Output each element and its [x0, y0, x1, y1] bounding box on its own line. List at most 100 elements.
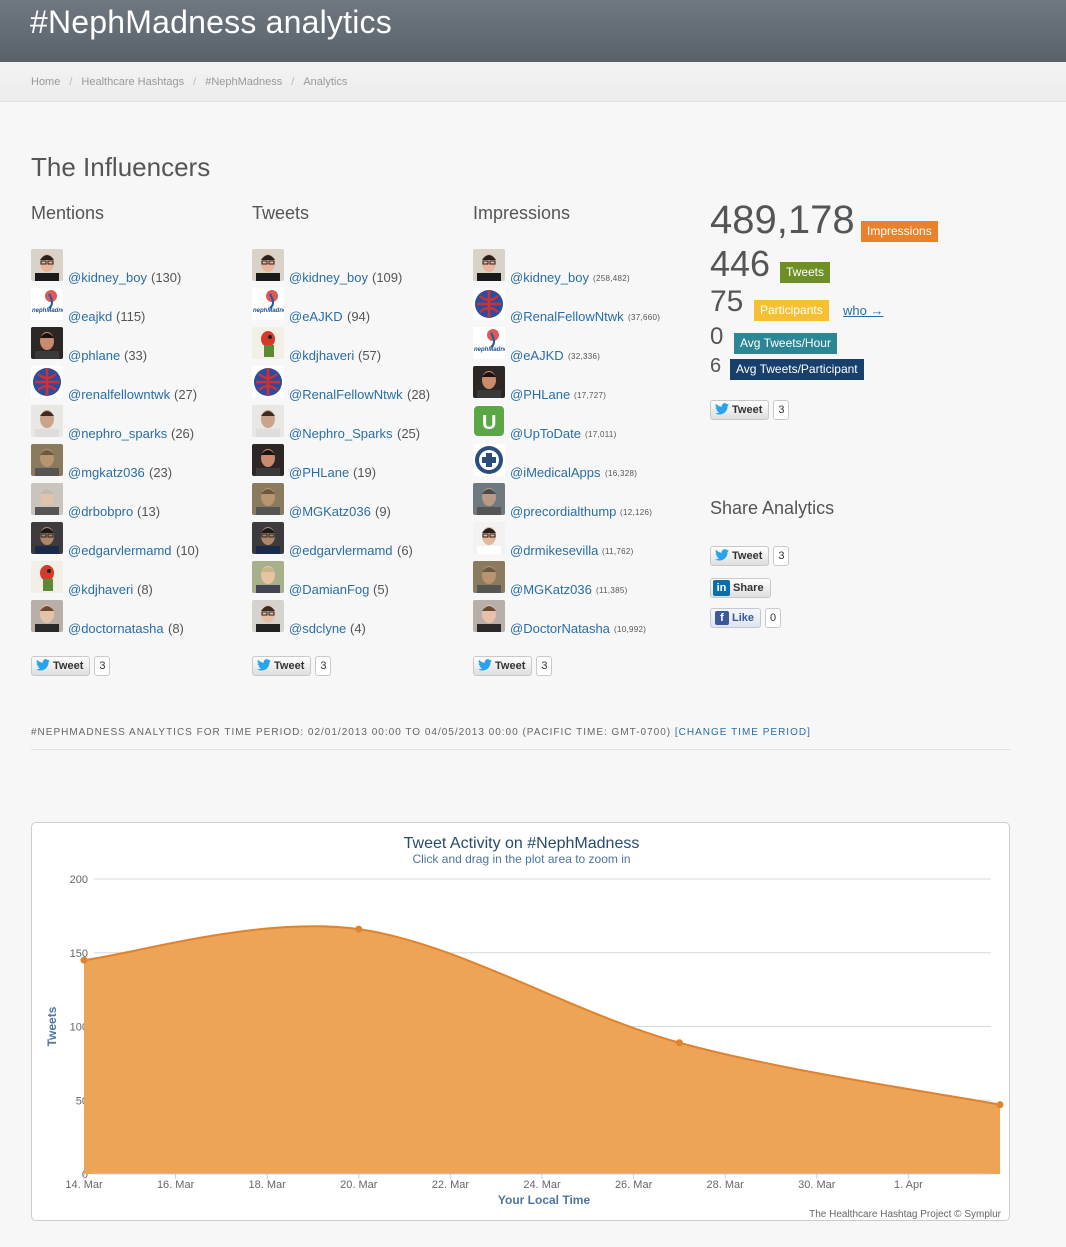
- breadcrumb-home[interactable]: Home: [31, 76, 61, 88]
- avatar[interactable]: [31, 405, 63, 437]
- avatar[interactable]: nephMadness: [31, 288, 63, 320]
- influencer-link[interactable]: @mgkatz036: [68, 465, 145, 480]
- tweet-button[interactable]: Tweet: [252, 656, 312, 676]
- influencer-link[interactable]: @drmikesevilla: [510, 543, 599, 558]
- avatar[interactable]: [473, 444, 505, 476]
- influencer-link[interactable]: @edgarvlermamd: [68, 543, 172, 558]
- tweets-badge: Tweets: [780, 262, 831, 283]
- share-tweet-widget[interactable]: Tweet 3: [710, 546, 790, 566]
- avatar[interactable]: [252, 561, 284, 593]
- influencer-count: (28): [407, 387, 431, 402]
- influencer-link[interactable]: @kdjhaveri: [68, 582, 134, 597]
- avatar[interactable]: [473, 522, 505, 554]
- divider: [31, 749, 1011, 750]
- influencer-link[interactable]: @PHLane: [289, 465, 350, 480]
- influencer-count: (26): [171, 426, 195, 441]
- influencer-link[interactable]: @eajkd: [68, 309, 113, 324]
- avatar[interactable]: [473, 366, 505, 398]
- influencer-row: @kidney_boy (130): [31, 249, 241, 288]
- influencer-link[interactable]: @kidney_boy: [68, 270, 147, 285]
- mentions-tweet-widget[interactable]: Tweet 3: [31, 656, 111, 676]
- breadcrumb-healthcare-hashtags[interactable]: Healthcare Hashtags: [81, 76, 185, 88]
- influencer-link[interactable]: @nephro_sparks: [68, 426, 168, 441]
- influencer-link[interactable]: @iMedicalApps: [510, 465, 601, 480]
- avatar[interactable]: [31, 600, 63, 632]
- avatar[interactable]: [252, 600, 284, 632]
- avatar[interactable]: [252, 366, 284, 398]
- time-period-text: #NephMadness analytics for time period: …: [31, 727, 811, 738]
- avatar[interactable]: [252, 327, 284, 359]
- avatar[interactable]: U: [473, 405, 505, 437]
- twitter-bird-icon: [715, 402, 729, 418]
- influencer-link[interactable]: @UpToDate: [510, 426, 582, 441]
- influencer-link[interactable]: @kdjhaveri: [289, 348, 355, 363]
- avatar[interactable]: [473, 288, 505, 320]
- influencer-link[interactable]: @kidney_boy: [510, 270, 589, 285]
- avatar[interactable]: [31, 483, 63, 515]
- impressions-tweet-widget[interactable]: Tweet 3: [473, 656, 553, 676]
- avatar[interactable]: [252, 405, 284, 437]
- tweets-tweet-widget[interactable]: Tweet 3: [252, 656, 332, 676]
- avatar[interactable]: [31, 444, 63, 476]
- influencer-row: @RenalFellowNtwk (28): [252, 366, 462, 405]
- influencer-count: (4): [350, 621, 366, 636]
- tweet-button[interactable]: Tweet: [31, 656, 91, 676]
- who-link[interactable]: who →: [843, 303, 884, 318]
- influencer-link[interactable]: @phlane: [68, 348, 121, 363]
- linkedin-share-widget[interactable]: in Share: [710, 578, 771, 598]
- avatar[interactable]: [473, 561, 505, 593]
- avatar[interactable]: [31, 327, 63, 359]
- influencer-link[interactable]: @PHLane: [510, 387, 571, 402]
- influencer-link[interactable]: @eAJKD: [289, 309, 343, 324]
- influencer-link[interactable]: @renalfellowntwk: [68, 387, 171, 402]
- avg-hour-badge: Avg Tweets/Hour: [734, 333, 837, 354]
- avatar[interactable]: [252, 522, 284, 554]
- influencer-row: @kidney_boy (258,482): [473, 249, 683, 288]
- influencer-link[interactable]: @DoctorNatasha: [510, 621, 610, 636]
- influencer-count: (16,328): [605, 469, 638, 478]
- avatar[interactable]: [31, 561, 63, 593]
- influencer-link[interactable]: @MGKatz036: [289, 504, 371, 519]
- twitter-bird-icon: [36, 658, 50, 674]
- avatar[interactable]: [252, 249, 284, 281]
- influencer-link[interactable]: @eAJKD: [510, 348, 564, 363]
- avatar[interactable]: nephMadness: [473, 327, 505, 359]
- avatar[interactable]: [31, 522, 63, 554]
- tweet-button[interactable]: Tweet: [710, 400, 770, 420]
- y-tick-label: 200: [70, 874, 88, 886]
- avatar[interactable]: [473, 483, 505, 515]
- influencer-link[interactable]: @MGKatz036: [510, 582, 592, 597]
- influencer-link[interactable]: @edgarvlermamd: [289, 543, 393, 558]
- influencer-count: (33): [124, 348, 148, 363]
- avatar[interactable]: [473, 600, 505, 632]
- influencer-link[interactable]: @Nephro_Sparks: [289, 426, 393, 441]
- avatar[interactable]: [31, 249, 63, 281]
- influencer-row: @RenalFellowNtwk (37,660): [473, 288, 683, 327]
- facebook-icon: f: [715, 611, 729, 625]
- tweet-button[interactable]: Tweet: [473, 656, 533, 676]
- influencer-link[interactable]: @DamianFog: [289, 582, 370, 597]
- influencer-link[interactable]: @drbobpro: [68, 504, 134, 519]
- facebook-like-widget[interactable]: f Like 0: [710, 608, 782, 628]
- influencer-link[interactable]: @doctornatasha: [68, 621, 164, 636]
- influencer-link[interactable]: @RenalFellowNtwk: [289, 387, 403, 402]
- influencer-link[interactable]: @kidney_boy: [289, 270, 368, 285]
- impressions-value: 489,178: [710, 198, 855, 242]
- tweet-activity-chart[interactable]: Tweet Activity on #NephMadness Click and …: [31, 822, 1010, 1221]
- x-tick-label: 22. Mar: [432, 1179, 470, 1191]
- avatar[interactable]: [473, 249, 505, 281]
- tweet-button[interactable]: Tweet: [710, 546, 770, 566]
- breadcrumb-nephmadness[interactable]: #NephMadness: [205, 76, 283, 88]
- influencer-link[interactable]: @precordialthump: [510, 504, 617, 519]
- influencer-link[interactable]: @RenalFellowNtwk: [510, 309, 624, 324]
- linkedin-share-button[interactable]: in Share: [710, 578, 771, 598]
- change-time-period-link[interactable]: [change time period]: [674, 727, 811, 738]
- influencer-link[interactable]: @sdclyne: [289, 621, 347, 636]
- avatar[interactable]: [252, 444, 284, 476]
- facebook-like-button[interactable]: f Like: [710, 608, 762, 628]
- avatar[interactable]: [31, 366, 63, 398]
- avatar[interactable]: nephMadness: [252, 288, 284, 320]
- stats-tweet-widget[interactable]: Tweet 3: [710, 400, 790, 420]
- avatar[interactable]: [252, 483, 284, 515]
